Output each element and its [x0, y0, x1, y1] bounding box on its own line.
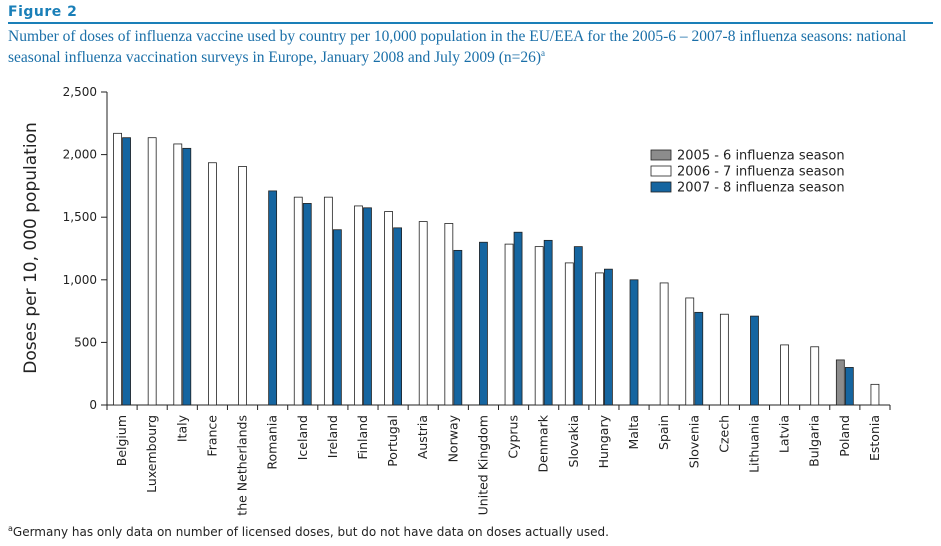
x-tick-label: Cyprus: [506, 415, 521, 459]
bar: [629, 279, 639, 406]
bar: [659, 282, 669, 406]
y-tick-label: 2,000: [63, 148, 97, 162]
bar: [302, 203, 312, 406]
caption-footnote-marker: a: [541, 48, 546, 58]
bar: [685, 297, 695, 406]
caption-text: Number of doses of influenza vaccine use…: [8, 28, 907, 67]
bar: [573, 246, 583, 406]
bar: [268, 190, 278, 406]
x-tick-label: Ireland: [325, 415, 340, 458]
x-tick-label: Italy: [174, 414, 189, 442]
figure-caption: Number of doses of influenza vaccine use…: [8, 28, 933, 66]
legend-swatch: [650, 149, 672, 161]
legend-label: 2006 - 7 influenza season: [677, 165, 845, 180]
legend-swatch: [650, 165, 672, 177]
bar: [844, 367, 854, 406]
bar: [479, 241, 488, 406]
bar: [750, 315, 759, 406]
bar: [453, 249, 463, 406]
bar: [513, 231, 523, 406]
y-axis-label: Doses per 10, 000 population: [21, 122, 41, 373]
x-tick-label: Hungary: [596, 414, 611, 468]
bar: [122, 137, 131, 406]
bar: [208, 162, 217, 406]
x-tick-label: Belgium: [114, 415, 129, 466]
bar: [393, 227, 402, 406]
x-tick-label: Finland: [355, 415, 370, 460]
bar: [113, 132, 122, 406]
y-tick-label: 0: [89, 398, 97, 412]
footnote-marker: a: [8, 524, 13, 533]
x-tick-label: Austria: [415, 415, 430, 459]
bar: [384, 211, 393, 406]
y-tick-label: 2,500: [63, 85, 97, 99]
bar: [354, 205, 363, 406]
y-tick-label: 1,500: [63, 210, 97, 224]
x-tick-label: France: [204, 415, 219, 457]
bar: [444, 223, 454, 406]
legend-label: 2007 - 8 influenza season: [677, 181, 845, 196]
x-tick-label: Romania: [265, 415, 280, 470]
x-tick-label: Poland: [837, 415, 852, 457]
bar: [323, 196, 333, 406]
x-tick-label: Latvia: [777, 415, 792, 453]
bar: [694, 311, 704, 406]
axes: 0 500 1,000 1,500 2,000 2,500: [63, 85, 891, 412]
bar: [810, 346, 820, 406]
x-tick-label: Luxembourg: [144, 415, 159, 493]
x-tick-label: Estonia: [867, 415, 882, 461]
bar: [418, 221, 428, 406]
legend-label: 2005 - 6 influenza season: [677, 149, 845, 164]
bar: [870, 383, 880, 406]
bar: [238, 166, 247, 406]
x-tick-label: Bulgaria: [807, 415, 822, 467]
legend-swatch: [650, 181, 672, 193]
y-tick-label: 500: [74, 335, 97, 349]
bar: [835, 359, 845, 406]
bar: [780, 344, 789, 406]
x-tick-label: Czech: [716, 415, 731, 453]
footnote-text: Germany has only data on number of licen…: [12, 525, 609, 539]
title-rule: [8, 22, 933, 24]
bar: [564, 262, 574, 406]
x-tick-label: United Kingdom: [475, 415, 490, 515]
bar: [543, 239, 553, 406]
x-tick-label: Denmark: [536, 414, 551, 472]
bar: [534, 246, 544, 406]
x-tick-label: Malta: [626, 415, 641, 449]
bar: [604, 268, 613, 406]
x-tick-label: Spain: [656, 415, 671, 450]
bar: [595, 272, 604, 406]
x-tick-label: Portugal: [385, 415, 400, 467]
bar: [147, 137, 157, 406]
x-tick-label: Lithuania: [746, 415, 761, 473]
bar: [173, 143, 183, 406]
bar: [332, 229, 342, 406]
bar: [182, 147, 192, 406]
x-tick-label: Norway: [445, 414, 460, 462]
figure-label: Figure 2: [8, 4, 78, 20]
y-tick-label: 1,000: [63, 273, 97, 287]
bar: [504, 243, 514, 406]
bar: [719, 313, 729, 406]
bar: [363, 207, 372, 406]
x-tick-label: the Netherlands: [235, 415, 250, 516]
x-tick-label: Slovakia: [566, 415, 581, 467]
bars: [113, 132, 880, 406]
bar: [293, 196, 303, 406]
x-tick-label: Slovenia: [686, 415, 701, 468]
x-tick-label: Iceland: [295, 415, 310, 460]
footnote: aGermany has only data on number of lice…: [8, 524, 609, 539]
x-tick-labels: Belgium Luxembourg Italy France the Netherla…: [114, 414, 882, 515]
